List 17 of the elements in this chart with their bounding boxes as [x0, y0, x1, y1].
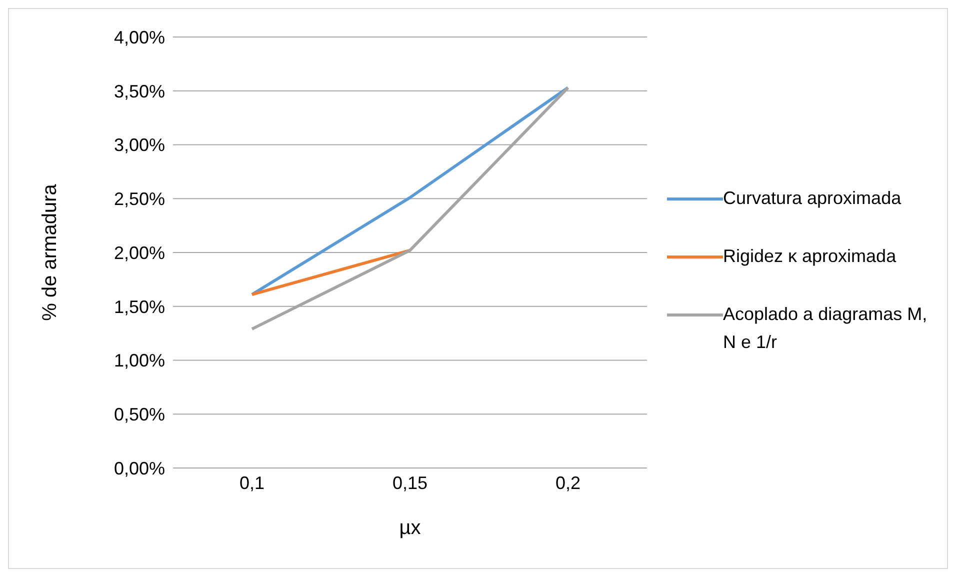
x-tick-label: 0,15	[392, 472, 428, 493]
y-tick-label: 0,00%	[114, 458, 165, 478]
y-tick-label: 4,00%	[114, 27, 165, 48]
y-tick-label: 0,50%	[114, 404, 165, 425]
x-axis-title: µx	[399, 517, 421, 539]
y-tick-label: 1,50%	[114, 296, 165, 317]
legend-label: Curvatura aproximada	[723, 186, 902, 210]
y-tick-label: 3,00%	[114, 135, 165, 156]
y-tick-label: 1,00%	[114, 350, 165, 371]
y-tick-label: 3,50%	[114, 81, 165, 102]
y-tick-label: 2,50%	[114, 189, 165, 210]
legend-label: Acoplado a diagramas M, N e 1/r	[723, 302, 928, 354]
legend-label: Rigidez κ aproximada	[723, 244, 898, 268]
x-tick-label: 0,2	[555, 472, 581, 493]
y-tick-label: 2,00%	[114, 242, 165, 263]
x-tick-label: 0,1	[239, 472, 265, 493]
y-axis-title: % de armadura	[39, 183, 62, 321]
